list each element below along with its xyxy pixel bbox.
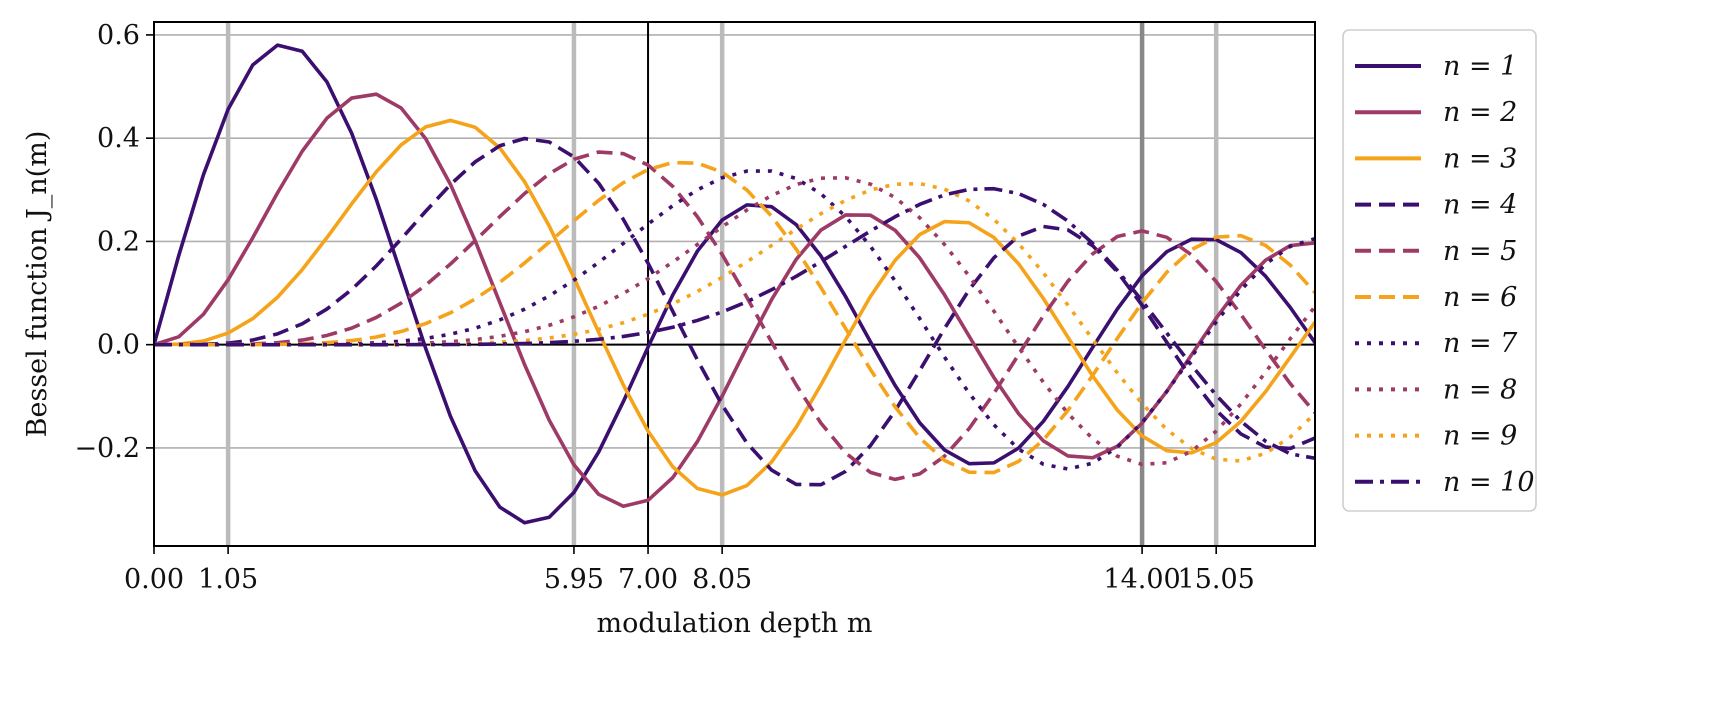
legend-label-n4: n = 4	[1443, 190, 1517, 221]
y-tick-label-4: 0.6	[97, 20, 140, 51]
legend: n = 1 n = 2 n = 3 n = 4 n = 5 n = 6 n = 7 n = 8…	[1342, 29, 1537, 512]
legend-label-n10: n = 10	[1443, 467, 1535, 498]
legend-label-n6: n = 6	[1443, 282, 1517, 313]
legend-label-n5: n = 5	[1443, 236, 1517, 267]
legend-label-n3: n = 3	[1443, 143, 1517, 174]
x-tick-label-6: 15.05	[1178, 564, 1255, 595]
y-tick-label-0: −0.2	[74, 433, 140, 464]
y-tick-label-3: 0.4	[97, 123, 140, 154]
reference-lines	[154, 22, 1315, 546]
x-tick-label-0: 0.00	[124, 564, 184, 595]
legend-label-n9: n = 9	[1443, 421, 1517, 452]
series-line-n6	[154, 160, 1315, 475]
x-axis-label: modulation depth m	[597, 608, 873, 639]
legend-label-n2: n = 2	[1443, 97, 1517, 128]
series-line-n2	[154, 92, 1315, 509]
axes-frame	[153, 21, 1316, 547]
legend-label-n1: n = 1	[1443, 51, 1517, 82]
legend-label-n7: n = 7	[1443, 328, 1518, 359]
y-tick-label-1: 0.0	[97, 330, 140, 361]
x-tick-label-3: 7.00	[618, 564, 678, 595]
series-layer	[154, 43, 1315, 525]
x-tick-label-5: 14.00	[1103, 564, 1180, 595]
series-line-n1	[154, 43, 1315, 525]
x-tick-label-1: 1.05	[198, 564, 258, 595]
series-line-n10	[154, 186, 1315, 460]
y-tick-label-2: 0.2	[97, 226, 140, 257]
legend-label-n8: n = 8	[1443, 374, 1517, 405]
x-tick-label-2: 5.95	[544, 564, 604, 595]
y-axis-label: Bessel function J_n(m)	[22, 131, 53, 438]
series-line-n3	[154, 118, 1315, 497]
series-line-n5	[154, 150, 1315, 482]
x-tick-label-4: 8.05	[692, 564, 752, 595]
